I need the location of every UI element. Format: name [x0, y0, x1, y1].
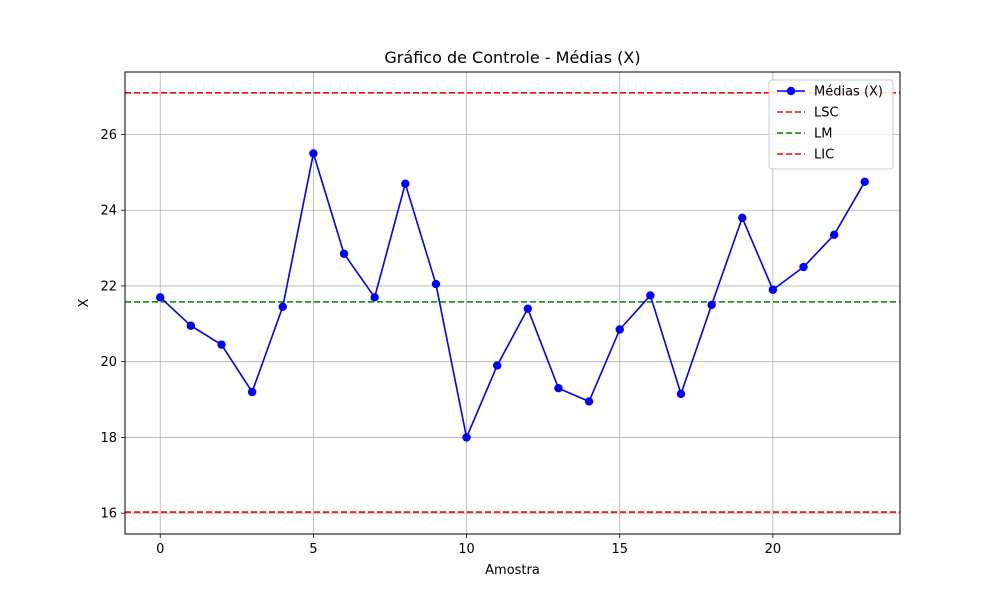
data-point [584, 397, 594, 406]
y-axis-ticks: 16 18 20 22 24 26 [100, 128, 125, 522]
legend-box [768, 79, 894, 170]
legend-label: LM [814, 127, 832, 142]
data-point [492, 361, 502, 370]
y-tick-label: 18 [100, 431, 117, 446]
legend-label: LSC [814, 106, 839, 121]
y-tick-label: 24 [100, 204, 117, 219]
x-tick-label: 5 [309, 542, 317, 557]
data-point [676, 389, 686, 399]
chart-title: Gráfico de Controle - Médias (X) [384, 48, 640, 67]
y-axis-label: X [77, 298, 92, 307]
y-tick-label: 26 [100, 128, 117, 143]
data-point [247, 387, 257, 397]
series-layer [156, 149, 869, 442]
data-point [186, 321, 196, 330]
legend-entry: LIC [777, 148, 834, 163]
data-point [707, 300, 716, 310]
data-point [309, 149, 318, 158]
data-point [462, 433, 471, 442]
legend: Médias (X) LSC LM LIC [768, 79, 894, 170]
x-tick-label: 15 [611, 542, 628, 557]
data-point [615, 325, 624, 334]
legend-entry: LSC [777, 106, 839, 121]
data-point [370, 293, 379, 302]
x-axis-label: Amostra [485, 563, 540, 578]
legend-entry: LM [777, 127, 832, 142]
data-point [523, 304, 533, 313]
data-point [768, 285, 778, 294]
data-point [401, 179, 410, 188]
x-axis-ticks: 0 5 10 15 20 [156, 534, 781, 557]
data-point [738, 213, 747, 222]
x-tick-label: 0 [156, 542, 164, 557]
legend-marker-swatch [786, 86, 796, 96]
data-point [278, 302, 287, 311]
legend-label: LIC [814, 148, 834, 163]
x-tick-label: 20 [765, 542, 782, 557]
data-point [431, 279, 441, 289]
data-point [799, 262, 808, 272]
data-point [646, 291, 655, 300]
x-tick-label: 10 [458, 542, 475, 557]
legend-entry: Médias (X) [777, 85, 883, 100]
data-point [156, 293, 165, 302]
data-point [217, 340, 226, 349]
data-point [554, 384, 563, 393]
data-point [339, 249, 349, 258]
plot-frame [124, 71, 901, 535]
y-tick-label: 22 [100, 279, 117, 294]
reference-lines [125, 92, 900, 513]
series-line [159, 152, 866, 439]
y-tick-label: 20 [100, 355, 117, 370]
data-point [860, 177, 869, 187]
y-tick-label: 16 [100, 507, 117, 522]
legend-label: Médias (X) [814, 85, 883, 100]
data-point [829, 230, 839, 240]
